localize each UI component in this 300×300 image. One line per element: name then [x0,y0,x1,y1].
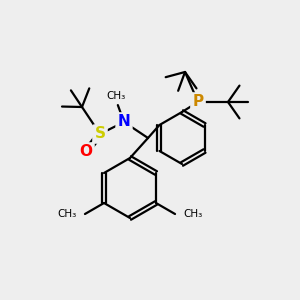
Text: P: P [192,94,204,110]
Text: CH₃: CH₃ [58,209,77,219]
Text: N: N [118,115,130,130]
Text: S: S [94,127,106,142]
Text: CH₃: CH₃ [183,209,202,219]
Text: CH₃: CH₃ [106,91,125,101]
Text: O: O [80,145,92,160]
